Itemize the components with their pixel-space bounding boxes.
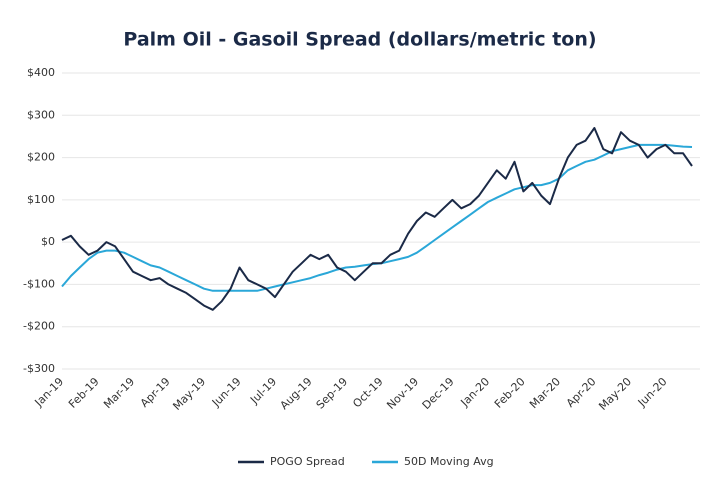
x-tick-label: Feb-20 (492, 375, 528, 411)
y-tick-label: $400 (27, 66, 55, 79)
x-tick-label: Apr-19 (138, 375, 173, 410)
x-tick-label: May-20 (596, 375, 634, 413)
x-tick-label: Jan-20 (458, 375, 493, 410)
x-tick-label: Feb-19 (66, 375, 102, 411)
x-tick-label: Aug-19 (278, 375, 315, 412)
x-tick-label: Oct-19 (350, 375, 385, 410)
x-tick-label: Apr-20 (564, 375, 599, 410)
x-tick-label: Mar-19 (101, 375, 137, 411)
y-tick-label: $0 (41, 235, 55, 248)
chart-title: Palm Oil - Gasoil Spread (dollars/metric… (123, 29, 596, 51)
x-tick-label: Dec-19 (420, 375, 457, 412)
y-tick-label: -$300 (23, 362, 55, 375)
x-tick-label: Nov-19 (384, 375, 421, 412)
legend-label: 50D Moving Avg (404, 455, 494, 468)
x-tick-label: Sep-19 (314, 375, 351, 412)
x-tick-label: Mar-20 (527, 375, 563, 411)
y-tick-label: $200 (27, 151, 55, 164)
y-tick-label: -$100 (23, 277, 55, 290)
y-tick-label: -$200 (23, 320, 55, 333)
x-tick-label: Jun-19 (209, 375, 244, 410)
y-tick-label: $100 (27, 193, 55, 206)
x-tick-label: Jan-19 (32, 375, 67, 410)
series-line (61, 127, 693, 311)
x-tick-label: Jun-20 (635, 375, 670, 410)
legend-label: POGO Spread (270, 455, 345, 468)
series-line (61, 143, 693, 292)
x-tick-label: Jul-19 (247, 375, 279, 407)
x-tick-label: May-19 (170, 375, 208, 413)
y-tick-label: $300 (27, 108, 55, 121)
